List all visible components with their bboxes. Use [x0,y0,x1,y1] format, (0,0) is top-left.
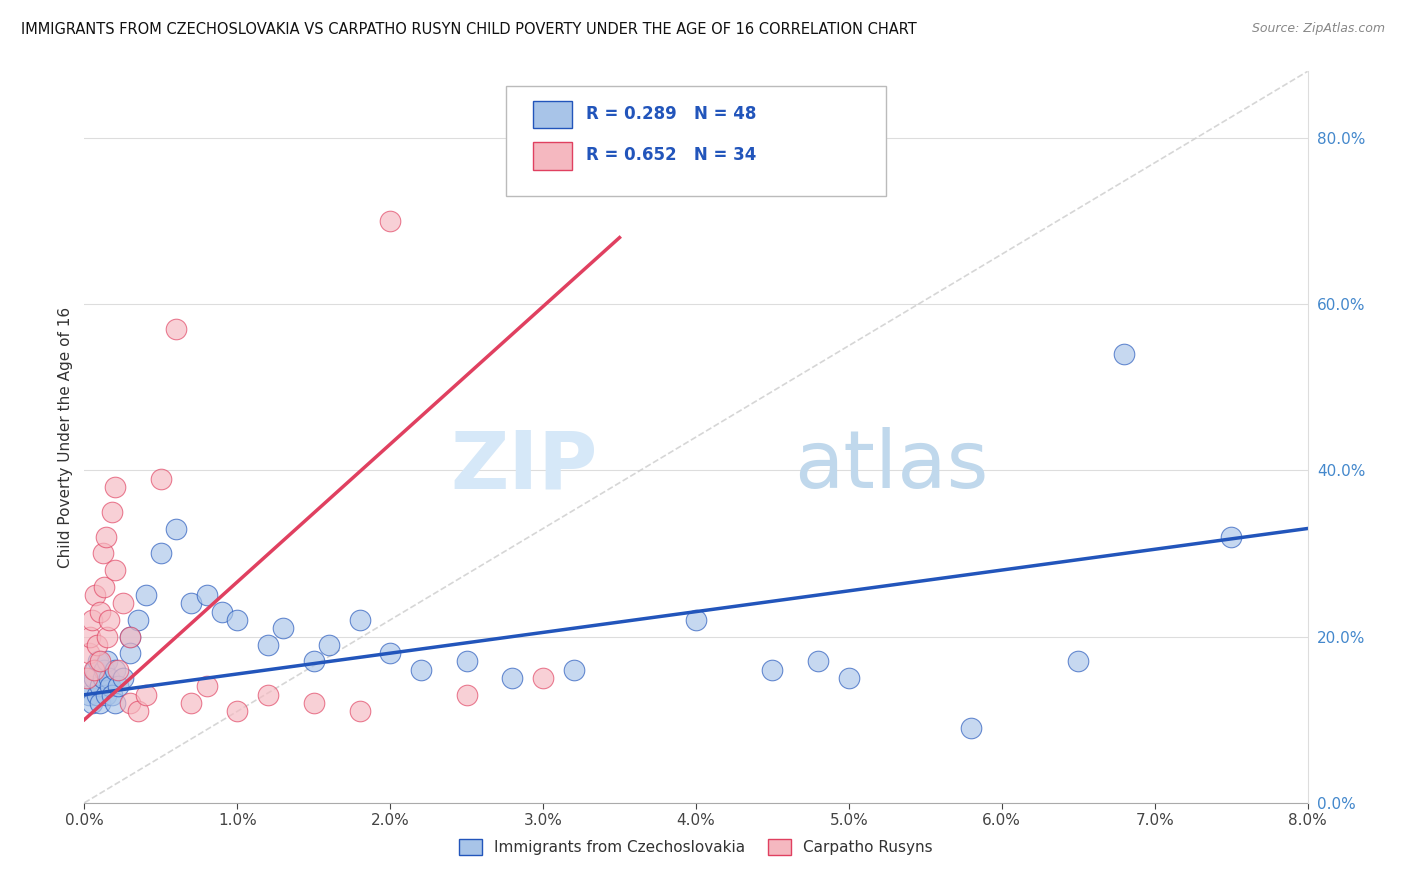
Point [257,638,280,652]
FancyBboxPatch shape [506,86,886,195]
Point [76,671,98,685]
Point [807,655,830,669]
Point [502,671,524,685]
Point [127,705,149,719]
Point [180,696,202,710]
FancyBboxPatch shape [533,143,572,170]
Text: atlas: atlas [794,427,988,506]
Point [86,688,108,702]
Point [84,588,107,602]
Point [562,663,585,677]
Point [104,663,127,677]
Point [84,663,107,677]
Point [531,671,554,685]
Point [101,505,124,519]
Point [79,630,101,644]
Text: R = 0.289   N = 48: R = 0.289 N = 48 [586,104,756,123]
Point [409,663,432,677]
Point [104,480,127,494]
Point [93,580,115,594]
Point [107,663,129,677]
Point [94,688,117,702]
Point [77,688,100,702]
Point [195,588,218,602]
Point [89,655,111,669]
Point [127,613,149,627]
Point [149,546,172,560]
Text: Source: ZipAtlas.com: Source: ZipAtlas.com [1251,22,1385,36]
Point [120,696,142,710]
Point [91,671,114,685]
Point [80,613,103,627]
Point [79,680,101,694]
Point [97,613,120,627]
Point [349,705,371,719]
Point [271,621,294,635]
Point [97,671,120,685]
Point [135,688,157,702]
Point [96,655,118,669]
Point [135,588,157,602]
Point [94,530,117,544]
Point [1220,530,1243,544]
FancyBboxPatch shape [533,101,572,128]
Point [165,322,187,336]
Point [165,521,187,535]
Point [107,680,129,694]
Point [257,688,280,702]
Point [101,688,124,702]
Point [89,605,111,619]
Point [761,663,783,677]
Point [87,655,110,669]
Y-axis label: Child Poverty Under the Age of 16: Child Poverty Under the Age of 16 [58,307,73,567]
Point [302,655,325,669]
Point [1067,655,1090,669]
Point [111,596,134,610]
Point [960,721,983,735]
Point [318,638,340,652]
Point [120,630,142,644]
Point [91,546,114,560]
Point [83,671,105,685]
Point [349,613,371,627]
Point [195,680,218,694]
Point [226,705,249,719]
Point [380,646,402,660]
Point [83,663,105,677]
Point [86,638,108,652]
Point [149,472,172,486]
Point [685,613,707,627]
Point [211,605,233,619]
Point [180,596,202,610]
Point [111,671,134,685]
Point [89,696,111,710]
Point [120,630,142,644]
Point [302,696,325,710]
Point [96,630,118,644]
Point [104,696,127,710]
Point [80,696,103,710]
Point [89,680,111,694]
Point [120,646,142,660]
Point [226,613,249,627]
Text: ZIP: ZIP [451,427,598,506]
Point [380,214,402,228]
Point [1114,347,1136,361]
Point [93,663,115,677]
Point [456,655,478,669]
Point [838,671,860,685]
Point [456,688,478,702]
Point [98,680,121,694]
Text: IMMIGRANTS FROM CZECHOSLOVAKIA VS CARPATHO RUSYN CHILD POVERTY UNDER THE AGE OF : IMMIGRANTS FROM CZECHOSLOVAKIA VS CARPAT… [21,22,917,37]
Legend: Immigrants from Czechoslovakia, Carpatho Rusyns: Immigrants from Czechoslovakia, Carpatho… [453,833,939,861]
Point [77,646,100,660]
Text: R = 0.652   N = 34: R = 0.652 N = 34 [586,146,756,164]
Point [104,563,127,577]
